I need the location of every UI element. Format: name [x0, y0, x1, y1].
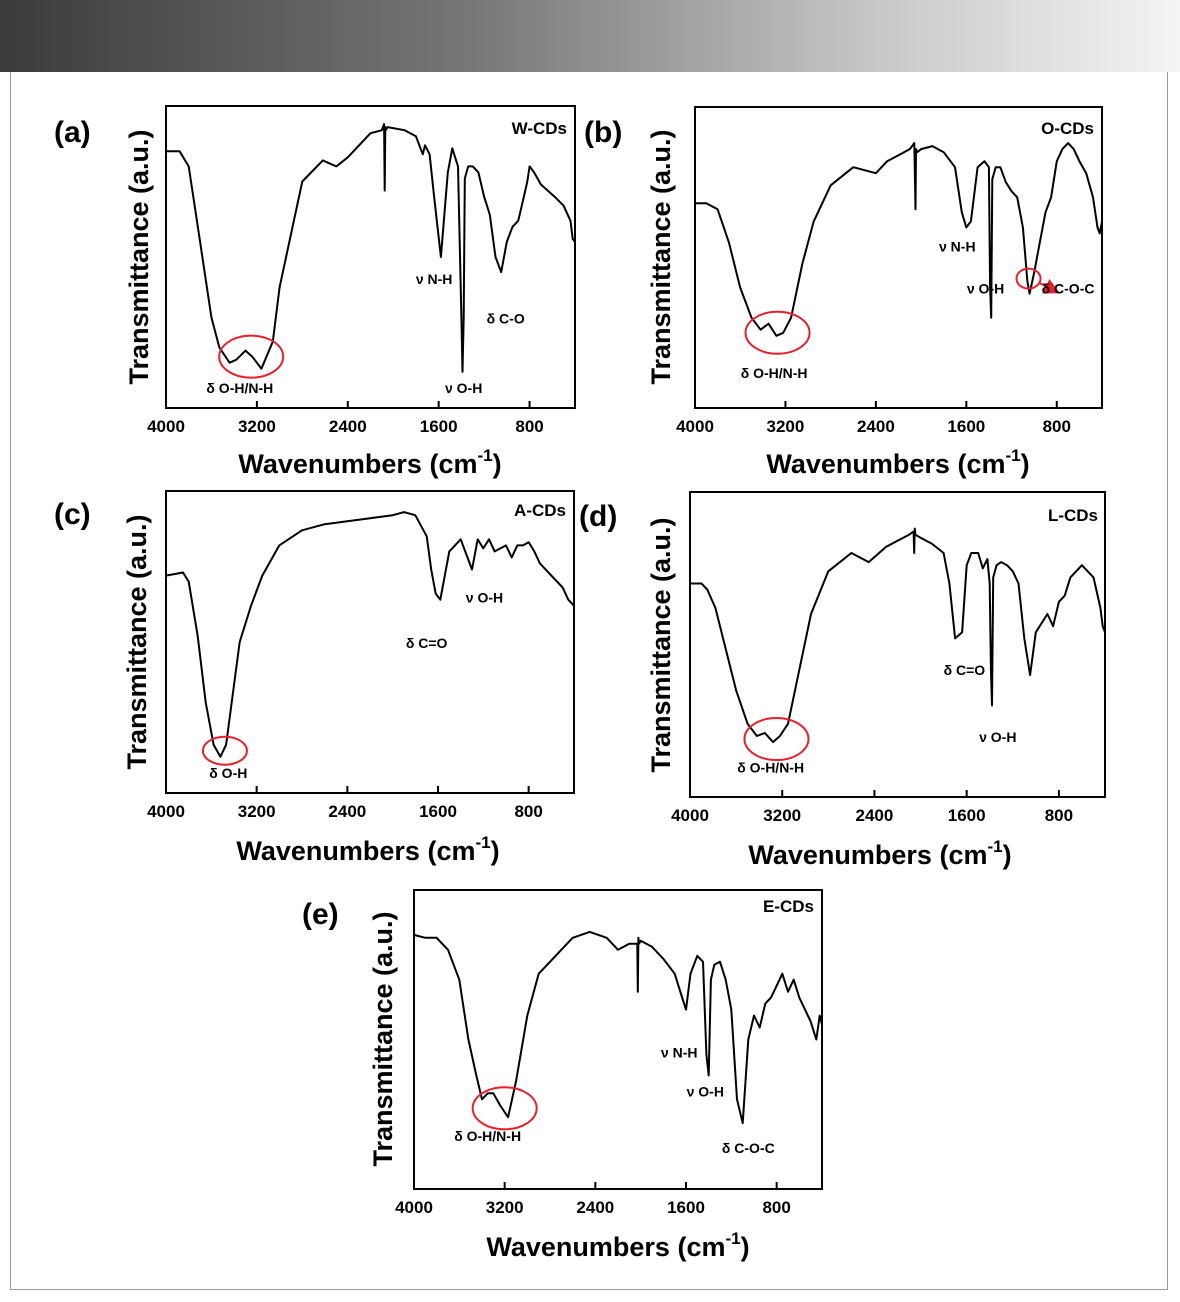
peak-annotation: ν N-H [661, 1044, 698, 1060]
peak-annotation: δ O-H/N-H [454, 1128, 521, 1144]
peak-annotation: δ C=O [944, 662, 986, 678]
x-tick-label: 3200 [238, 417, 276, 436]
panel-letter: (c) [54, 498, 91, 531]
peak-annotation: δ O-H/N-H [741, 365, 808, 381]
peak-annotation: ν O-H [445, 380, 482, 396]
x-axis-title: Wavenumbers (cm-1) [766, 446, 1029, 479]
peak-annotation: δ O-H/N-H [737, 760, 804, 776]
x-tick-label: 1600 [420, 417, 458, 436]
x-tick-label: 2400 [857, 417, 895, 436]
plot-frame [694, 106, 1103, 409]
x-tick-label: 3200 [767, 417, 805, 436]
peak-highlight-circle [1015, 267, 1042, 290]
chart-panel-a-cds: 4000 3200 2400 1600 800 δ O-H ν O-H δ C=O (c) A-C… [54, 490, 575, 866]
x-tick-label: 4000 [676, 417, 714, 436]
peak-annotation: δ O-H [209, 765, 247, 781]
spectrum-line-o-cds [695, 142, 1103, 337]
sample-name: A-CDs [514, 501, 566, 520]
plot-frame [165, 105, 576, 409]
x-axis-title: Wavenumbers (cm-1) [238, 446, 501, 479]
y-axis-title: Transmittance (a.u.) [124, 129, 154, 384]
plot-frame [165, 490, 575, 794]
x-tick-label: 2400 [856, 806, 894, 825]
peak-highlight-circle [471, 1086, 538, 1131]
peak-highlight-circle [744, 310, 811, 355]
x-tick-label: 1600 [947, 417, 985, 436]
x-axis-title: Wavenumbers (cm-1) [486, 1229, 749, 1262]
chart-panel-o-cds: 4000 3200 2400 1600 800 δ O-H/N-H ν N-H ν O-H δ … [584, 106, 1103, 479]
y-axis-title: Transmittance (a.u.) [122, 514, 152, 769]
panel-letter: (d) [579, 500, 617, 533]
panel-letter: (b) [584, 116, 622, 149]
sample-name: E-CDs [763, 897, 814, 916]
panel-letter: (e) [302, 898, 339, 931]
spectrum-line-l-cds [690, 527, 1106, 744]
x-axis-title: Wavenumbers (cm-1) [236, 833, 499, 866]
sample-name: O-CDs [1041, 119, 1094, 138]
x-tick-label: 2400 [328, 802, 366, 821]
peak-annotation: δ C-O-C [1042, 281, 1095, 297]
peak-annotation: ν O-H [687, 1083, 724, 1099]
sample-name: L-CDs [1048, 506, 1098, 525]
sample-name: W-CDs [512, 119, 567, 138]
peak-highlight-circle [201, 735, 248, 766]
x-tick-label: 1600 [667, 1198, 705, 1217]
spectrum-line-a-cds [165, 511, 575, 758]
x-tick-label: 3200 [486, 1198, 524, 1217]
peak-highlight-circle [743, 717, 810, 762]
peak-annotation: δ C=O [406, 635, 448, 651]
x-tick-label: 3200 [763, 806, 801, 825]
spectrum-line-w-cds [166, 123, 576, 373]
x-axis-title: Wavenumbers (cm-1) [748, 837, 1011, 870]
x-tick-label: 800 [1043, 417, 1071, 436]
peak-annotation: δ C-O-C [722, 1140, 775, 1156]
plot-frame [689, 491, 1106, 798]
header-gradient-band [0, 0, 1180, 72]
plot-frame [413, 889, 823, 1190]
x-tick-label: 800 [1045, 806, 1073, 825]
peak-annotation: ν N-H [939, 238, 976, 254]
peak-annotation: ν O-H [967, 281, 1004, 297]
x-tick-label: 1600 [948, 806, 986, 825]
chart-panel-l-cds: 4000 3200 2400 1600 800 δ O-H/N-H δ C=O ν O-H (d… [579, 491, 1106, 870]
highlight-arrow [1038, 279, 1061, 294]
x-tick-label: 1600 [419, 802, 457, 821]
x-tick-label: 2400 [576, 1198, 614, 1217]
peak-annotation: δ C-O [487, 310, 525, 326]
peak-annotation: δ O-H/N-H [206, 380, 273, 396]
peak-annotation: ν O-H [466, 590, 503, 606]
figure-frame [10, 72, 1168, 1290]
x-tick-label: 4000 [671, 806, 709, 825]
x-tick-label: 3200 [238, 802, 276, 821]
y-axis-title: Transmittance (a.u.) [368, 911, 398, 1166]
x-tick-label: 800 [515, 417, 543, 436]
peak-annotation: ν N-H [416, 271, 453, 287]
peak-annotation: ν O-H [979, 729, 1016, 745]
x-tick-label: 4000 [147, 417, 185, 436]
x-tick-label: 4000 [395, 1198, 433, 1217]
y-axis-title: Transmittance (a.u.) [646, 517, 676, 772]
y-axis-title: Transmittance (a.u.) [646, 129, 676, 384]
x-tick-label: 2400 [329, 417, 367, 436]
panel-letter: (a) [54, 116, 91, 149]
x-tick-label: 800 [762, 1198, 790, 1217]
x-tick-label: 800 [514, 802, 542, 821]
x-tick-label: 4000 [147, 802, 185, 821]
chart-panel-e-cds: 4000 3200 2400 1600 800 δ O-H/N-H ν N-H ν O-H δ … [302, 889, 823, 1262]
chart-panel-w-cds: 4000 3200 2400 1600 800 δ O-H/N-H ν N-H ν O-H δ … [54, 105, 576, 479]
spectrum-line-e-cds [413, 930, 823, 1125]
peak-highlight-circle [218, 334, 285, 379]
